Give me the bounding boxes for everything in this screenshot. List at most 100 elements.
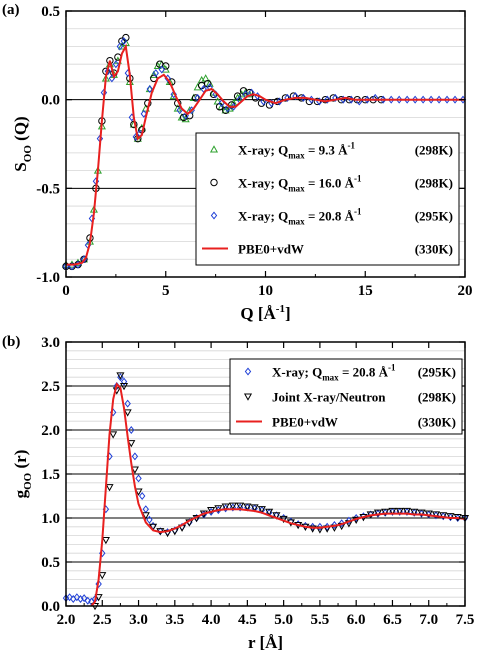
data-point [300,93,307,102]
data-point [424,510,433,518]
legend-entry-label: X-ray; Qmax = 20.8 Å-1 [238,207,362,227]
x-tick-label: 4.0 [202,612,221,628]
data-point [417,509,426,517]
legend-name: X-ray; Q [238,143,288,158]
legend: X-ray; Qmax = 9.3 Å-1 (298K)X-ray; Qmax =… [195,132,460,266]
legend-marker [210,178,218,187]
x-tick-label: 15 [358,283,373,299]
legend-marker [210,211,218,220]
data-point [431,511,441,519]
legend-entry-label: PBE0+vdW [238,242,304,257]
data-point [446,513,455,521]
x-tick-label: 20 [458,283,473,299]
panel-label: (b) [2,334,20,350]
y-tick-label: -1.0 [36,270,60,286]
data-point [123,409,132,417]
chart-panel-a: 0 5 10 15 20-1.0-0.50.00.5(a)Q [Å-1]SOO (Q)X… [2,2,473,323]
y-axis-label-main: g [11,489,30,498]
x-tick-label: 2.0 [57,612,76,628]
data-point [373,509,382,517]
legend-name: X-ray; Q [238,209,288,224]
data-point [395,507,404,516]
data-point [257,506,266,514]
legend-name: PBE0+vdW [272,415,338,430]
x-tick-label: 3.5 [165,612,184,628]
legend-entry-label: Joint X-ray/Neutron [272,390,386,405]
legend-name-val: = 9.3 Å [305,143,348,158]
legend-name-sup: -1 [388,363,396,373]
data-point [289,92,298,100]
legend-name-sub: max [288,151,305,161]
y-axis-label: SOO (Q) [11,116,34,171]
data-point [284,93,291,102]
data-point [119,382,129,391]
data-point [387,95,395,104]
data-point [109,431,118,439]
y-axis-label-end: (Q) [11,116,30,145]
panel-label: (a) [2,2,20,18]
y-axis-label-end: (r) [11,450,30,473]
x-axis-label-main: Q [Å [240,304,276,323]
legend-name-sup: -1 [354,174,362,184]
legend-entry-temp: (295K) [415,209,453,224]
data-point [364,95,371,104]
legend-name-sub: max [322,373,339,383]
x-axis-label: r [Å] [248,633,283,652]
data-point [380,95,387,104]
data-point [324,95,331,104]
data-point [131,452,139,461]
series-line [66,43,465,266]
data-point [152,69,159,78]
legend-name-val: = 16.0 Å [305,176,355,191]
data-point [117,42,126,50]
data-point [135,474,142,483]
legend-entry-label: X-ray; Qmax = 20.8 Å-1 [272,363,396,383]
data-point [73,593,81,602]
data-point [229,98,238,107]
data-point [388,507,397,516]
data-point [411,95,419,104]
data-point [124,399,131,408]
x-axis-label-main: r [Å] [248,633,283,652]
data-point [372,93,379,102]
data-point [395,95,403,104]
y-tick-label: 2.5 [41,379,60,395]
data-point [228,502,237,510]
data-point [345,516,353,525]
data-point [381,508,390,517]
data-point [120,377,128,386]
x-tick-label: 5 [162,283,170,299]
x-tick-label: 0 [62,283,70,299]
data-point [419,95,427,104]
series-line [90,382,466,607]
y-tick-label: 0.5 [41,4,60,20]
data-point [427,95,435,104]
data-point [308,525,317,533]
legend: X-ray; Qmax = 20.8 Å-1 (295K) Joint X-ray/… [229,358,463,435]
data-point [241,88,250,96]
y-tick-label: 3.0 [41,335,60,351]
data-point [439,512,448,520]
data-point [221,503,230,511]
x-axis-label: Q [Å-1] [240,303,290,323]
x-tick-label: 7.0 [419,612,438,628]
series-4 [66,43,465,266]
data-point [101,536,110,545]
data-point [146,85,153,94]
data-point [181,114,190,123]
x-axis-label-sup: -1 [276,303,285,315]
data-point [402,507,412,516]
data-point [191,94,200,102]
data-point [292,92,299,101]
data-point [140,109,148,118]
data-point [105,484,114,492]
legend-name-val: = 20.8 Å [305,209,355,224]
x-tick-label: 4.5 [238,612,257,628]
data-point [95,579,102,589]
data-point [162,62,170,70]
y-axis-label: gOO (r) [11,450,34,499]
data-point [84,596,91,605]
data-point [410,508,419,517]
legend-entry-temp: (330K) [418,415,456,430]
y-tick-label: 1.5 [41,467,60,483]
